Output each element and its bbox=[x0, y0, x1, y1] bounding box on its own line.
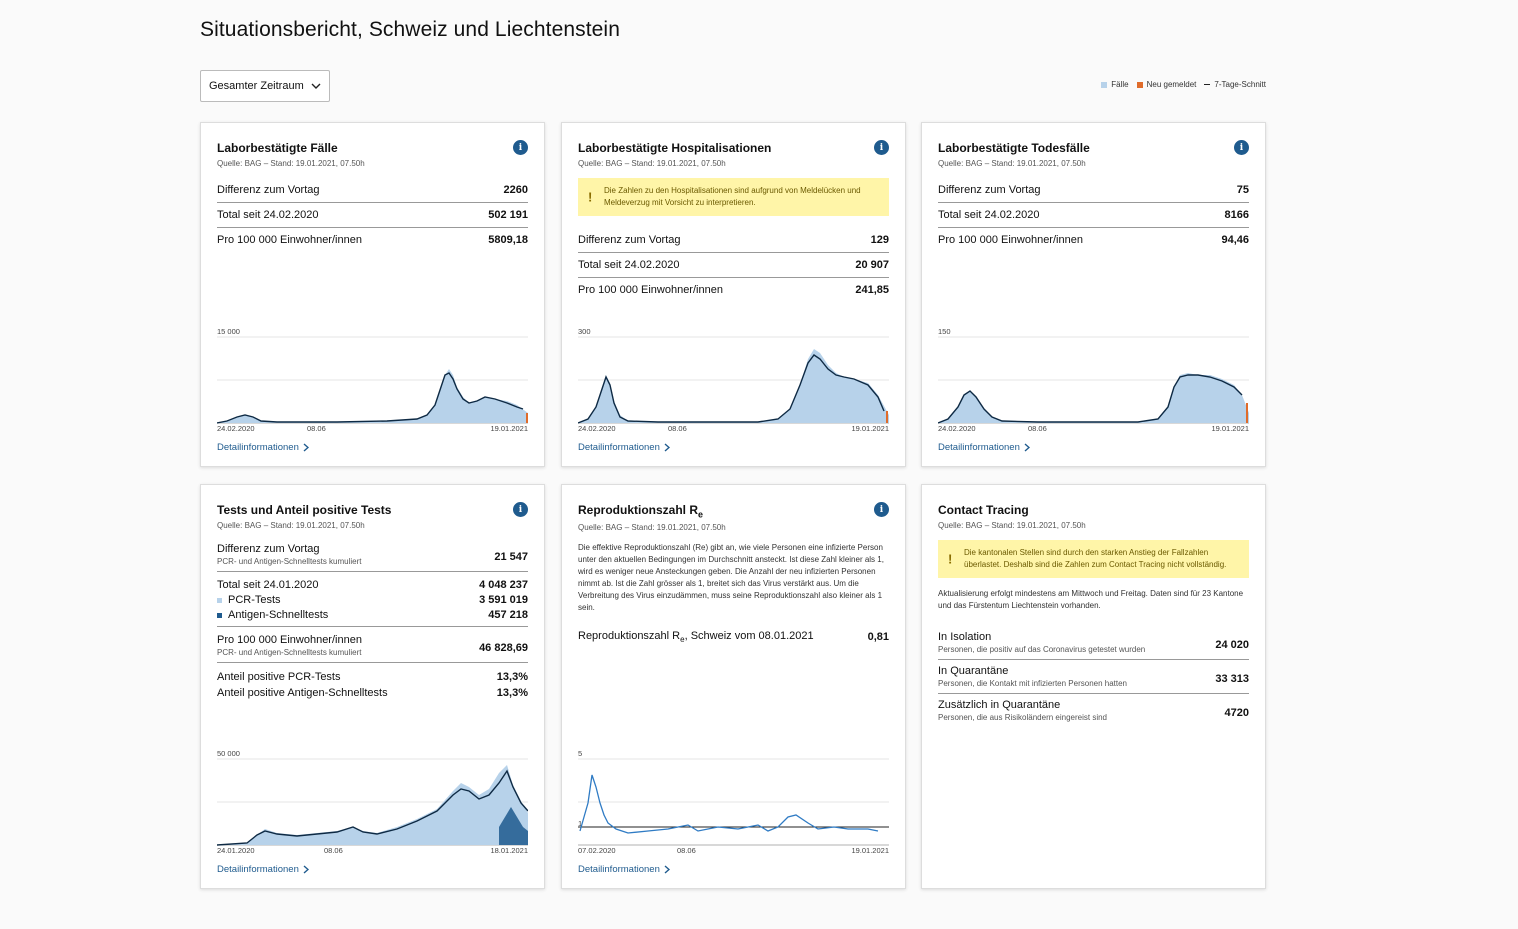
y-max-label: 15 000 bbox=[217, 327, 240, 336]
card-title: Laborbestätigte Todesfälle bbox=[938, 141, 1090, 155]
deaths-chart-svg bbox=[938, 336, 1249, 424]
stat-row: Total seit 24.02.2020 502 191 bbox=[217, 203, 528, 228]
cases-chart: 15 000 24.02.2020 08.06 19.01.2021 bbox=[217, 327, 528, 433]
tests-chart-svg bbox=[217, 758, 528, 846]
detail-link[interactable]: Detailinformationen bbox=[578, 442, 670, 453]
cases-chart-svg bbox=[217, 336, 528, 424]
stat-row: Differenz zum Vortag 2260 bbox=[217, 178, 528, 203]
legend-cases: Fälle bbox=[1101, 80, 1129, 89]
card-title: Laborbestätigte Fälle bbox=[217, 141, 338, 155]
stat-row: Reproduktionszahl Re, Schweiz vom 08.01.… bbox=[578, 630, 889, 645]
re-chart-svg bbox=[578, 758, 889, 846]
tests-total: Total seit 24.01.2020 4 048 237 PCR-Tests… bbox=[217, 572, 528, 627]
y-max-label: 5 bbox=[578, 749, 583, 758]
tracing-item: In Quarantäne Personen, die Kontakt mit … bbox=[938, 660, 1249, 694]
tests-per: Pro 100 000 Einwohner/innen PCR- und Ant… bbox=[217, 627, 528, 663]
card-contact-tracing: Contact Tracing Quelle: BAG – Stand: 19.… bbox=[921, 484, 1266, 889]
card-reproduction: Reproduktionszahl Re Quelle: BAG – Stand… bbox=[561, 484, 906, 889]
detail-link[interactable]: Detailinformationen bbox=[578, 864, 670, 875]
info-icon[interactable]: i bbox=[1234, 140, 1249, 155]
warning-note: ! Die kantonalen Stellen sind durch den s… bbox=[938, 540, 1249, 578]
re-description: Die effektive Reproduktionszahl (Re) gib… bbox=[578, 543, 884, 613]
card-source: Quelle: BAG – Stand: 19.01.2021, 07.50h bbox=[578, 159, 726, 168]
card-source: Quelle: BAG – Stand: 19.01.2021, 07.50h bbox=[938, 521, 1086, 530]
warning-icon: ! bbox=[948, 551, 953, 567]
card-source: Quelle: BAG – Stand: 19.01.2021, 07.50h bbox=[578, 523, 726, 533]
detail-link[interactable]: Detailinformationen bbox=[938, 442, 1030, 453]
y-ref-label: 1 bbox=[578, 819, 583, 828]
card-source: Quelle: BAG – Stand: 19.01.2021, 07.50h bbox=[938, 159, 1086, 168]
legend-new: Neu gemeldet bbox=[1136, 80, 1196, 89]
period-select-value: Gesamter Zeitraum bbox=[209, 80, 304, 92]
card-deaths: Laborbestätigte Todesfälle Quelle: BAG –… bbox=[921, 122, 1266, 467]
y-max-label: 150 bbox=[938, 327, 951, 336]
chevron-right-icon bbox=[664, 865, 670, 874]
stat-row: Pro 100 000 Einwohner/innen 5809,18 bbox=[217, 234, 528, 246]
stat-row: Pro 100 000 Einwohner/innen 241,85 bbox=[578, 284, 889, 296]
page-title: Situationsbericht, Schweiz und Liechtens… bbox=[200, 18, 620, 41]
warning-icon: ! bbox=[588, 189, 593, 205]
card-title: Reproduktionszahl Re bbox=[578, 503, 704, 520]
info-icon[interactable]: i bbox=[874, 502, 889, 517]
chevron-right-icon bbox=[1024, 443, 1030, 452]
warning-note: ! Die Zahlen zu den Hospitalisationen sin… bbox=[578, 178, 889, 216]
card-tests: Tests und Anteil positive Tests Quelle: … bbox=[200, 484, 545, 889]
tests-chart: 50 000 24.01.2020 08.06 18.01.2021 bbox=[217, 749, 528, 855]
chevron-right-icon bbox=[303, 443, 309, 452]
chart-legend: Fälle Neu gemeldet 7-Tage-Schnitt bbox=[1101, 80, 1266, 89]
info-icon[interactable]: i bbox=[874, 140, 889, 155]
card-source: Quelle: BAG – Stand: 19.01.2021, 07.50h bbox=[217, 159, 365, 168]
stat-row: Pro 100 000 Einwohner/innen 94,46 bbox=[938, 234, 1249, 246]
legend-avg: 7-Tage-Schnitt bbox=[1204, 80, 1266, 89]
tests-positive: Anteil positive PCR-Tests 13,3% Anteil po… bbox=[217, 671, 528, 699]
card-source: Quelle: BAG – Stand: 19.01.2021, 07.50h bbox=[217, 521, 365, 530]
detail-link[interactable]: Detailinformationen bbox=[217, 442, 309, 453]
deaths-chart: 150 24.02.2020 08.06 19.01.2021 bbox=[938, 327, 1249, 433]
card-title: Laborbestätigte Hospitalisationen bbox=[578, 141, 772, 155]
re-chart: 5 1 07.02.2020 08.06 19.01.2021 bbox=[578, 749, 889, 855]
info-icon[interactable]: i bbox=[513, 502, 528, 517]
card-hospitalisations: Laborbestätigte Hospitalisationen Quelle… bbox=[561, 122, 906, 467]
chevron-right-icon bbox=[303, 865, 309, 874]
detail-link[interactable]: Detailinformationen bbox=[217, 864, 309, 875]
tests-diff: Differenz zum Vortag PCR- und Antigen-Sc… bbox=[217, 538, 528, 572]
stat-row: Total seit 24.02.2020 8166 bbox=[938, 203, 1249, 228]
info-icon[interactable]: i bbox=[513, 140, 528, 155]
stat-row: Total seit 24.02.2020 20 907 bbox=[578, 253, 889, 278]
hosp-chart: 300 24.02.2020 08.06 19.01.2021 bbox=[578, 327, 889, 433]
card-cases: Laborbestätigte Fälle Quelle: BAG – Stan… bbox=[200, 122, 545, 467]
y-max-label: 50 000 bbox=[217, 749, 240, 758]
hosp-chart-svg bbox=[578, 336, 889, 424]
stat-row: Differenz zum Vortag 129 bbox=[578, 228, 889, 253]
y-max-label: 300 bbox=[578, 327, 591, 336]
stat-row: Differenz zum Vortag 75 bbox=[938, 178, 1249, 203]
period-select[interactable]: Gesamter Zeitraum bbox=[200, 70, 330, 102]
tracing-item: In Isolation Personen, die positiv auf d… bbox=[938, 626, 1249, 660]
tracing-item: Zusätzlich in Quarantäne Personen, die a… bbox=[938, 699, 1249, 722]
card-title: Tests und Anteil positive Tests bbox=[217, 503, 392, 517]
chevron-right-icon bbox=[664, 443, 670, 452]
tracing-description: Aktualisierung erfolgt mindestens am Mit… bbox=[938, 589, 1244, 610]
chevron-down-icon bbox=[311, 83, 321, 89]
card-title: Contact Tracing bbox=[938, 503, 1029, 517]
